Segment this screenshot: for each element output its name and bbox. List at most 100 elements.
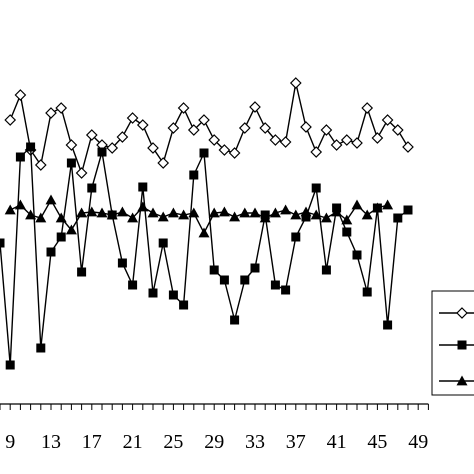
data-point [240,275,250,285]
x-tick-label: 45 [367,431,387,453]
data-point [137,201,149,212]
data-point [86,206,98,217]
data-point [351,199,363,210]
x-tick-label: 9 [5,431,15,453]
series-1 [4,77,414,179]
data-point [147,207,159,218]
data-point [45,107,57,119]
data-point [126,112,139,124]
legend [431,290,474,396]
x-tick-label: 37 [286,431,306,453]
data-point [148,288,158,298]
data-point [188,207,200,218]
data-point [0,238,5,248]
data-point [198,114,210,126]
data-point [269,134,282,146]
data-point [230,315,240,325]
data-point [229,211,241,222]
data-point [321,265,331,275]
data-point [228,147,241,159]
data-point [4,114,17,126]
data-point [199,148,209,158]
data-point [218,144,231,156]
x-tick-label: 29 [204,431,224,453]
data-point [65,139,78,151]
data-point [361,209,373,220]
data-point [209,265,219,275]
data-point [249,101,261,113]
data-point [330,139,343,151]
data-point [259,212,271,223]
data-point [352,250,362,260]
data-point [14,199,26,210]
data-point [127,212,139,223]
data-point [301,212,311,222]
data-point [34,159,47,171]
data-point [381,114,394,126]
x-tick-label: 13 [41,431,61,453]
data-point [351,137,363,149]
data-point [77,267,87,277]
data-point [116,206,128,217]
data-point [280,204,292,215]
data-point [55,212,67,223]
data-point [178,209,190,220]
data-point [87,183,97,193]
data-point [218,206,230,217]
data-point [75,167,88,179]
series-line [0,145,409,366]
data-point [25,209,37,220]
data-point [290,209,302,220]
data-point [157,157,170,169]
data-point [289,77,302,89]
data-point [116,131,129,143]
data-point [362,287,372,297]
data-point [281,285,291,295]
data-point [106,142,119,154]
data-point [4,204,16,215]
legend-entry [439,375,474,386]
series-3 [4,194,394,238]
data-point [250,263,260,273]
data-point [371,202,383,213]
data-point [320,124,333,136]
x-tick-label: 33 [245,431,265,453]
data-point [45,194,57,205]
data-point [269,207,281,218]
data-point [249,207,261,218]
data-point [85,129,98,141]
data-point [136,119,149,131]
data-point [138,182,148,192]
data-point [383,320,393,330]
data-point [35,212,47,223]
data-point [300,206,312,217]
data-point [391,124,404,136]
data-point [393,213,403,223]
data-point [310,146,323,158]
data-point [187,124,200,136]
legend-marker [457,340,467,350]
data-point [320,212,332,223]
data-point [198,227,210,238]
series-2 [0,142,413,370]
data-point [96,207,108,218]
data-point [208,134,221,146]
data-point [239,207,251,218]
data-point [342,227,352,237]
data-point [55,102,68,114]
legend-marker [456,375,468,386]
x-tick-label: 25 [163,431,183,453]
data-point [208,207,220,218]
data-point [147,142,159,154]
data-point [76,207,88,218]
data-point [361,102,374,114]
legend-box [431,290,474,396]
legend-entry [439,340,474,350]
data-point [291,232,301,242]
data-point [167,122,180,134]
data-point [46,247,56,257]
data-point [177,102,190,114]
data-point [158,238,168,248]
data-point [189,170,199,180]
